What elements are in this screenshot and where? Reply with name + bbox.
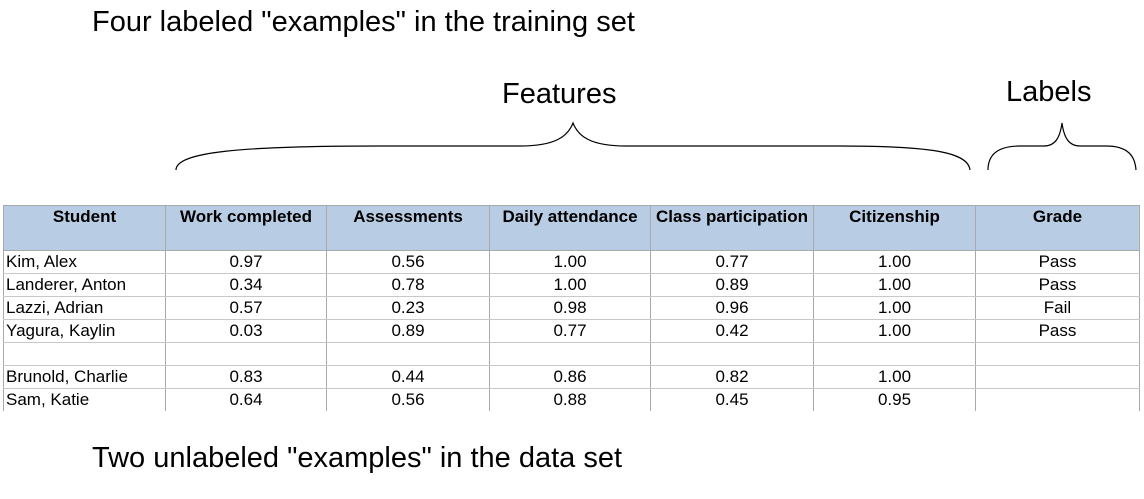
student-name-cell: Sam, Katie <box>3 388 166 411</box>
empty-cell <box>975 342 1140 366</box>
training-set-caption: Four labeled "examples" in the training … <box>92 6 635 38</box>
grade-cell: Pass <box>975 319 1140 343</box>
table-cell: 0.97 <box>165 250 327 274</box>
grade-cell: Fail <box>975 296 1140 320</box>
grade-cell <box>975 365 1140 389</box>
table-cell: 0.64 <box>165 388 327 411</box>
table-cell: 0.95 <box>813 388 976 411</box>
grade-cell: Pass <box>975 273 1140 297</box>
student-data-table: Student Work completed Assessments Daily… <box>3 205 1140 411</box>
table-cell: 0.44 <box>326 365 490 389</box>
group-braces <box>175 121 1137 171</box>
table-cell: 0.77 <box>489 319 651 343</box>
table-cell: 0.23 <box>326 296 490 320</box>
table-cell: 0.45 <box>650 388 814 411</box>
table-cell: 0.03 <box>165 319 327 343</box>
table-cell: 0.83 <box>165 365 327 389</box>
grade-cell: Pass <box>975 250 1140 274</box>
column-header: Student <box>3 205 166 251</box>
table-cell: 0.78 <box>326 273 490 297</box>
table-cell: 0.98 <box>489 296 651 320</box>
table-cell: 0.82 <box>650 365 814 389</box>
table-row: Landerer, Anton 0.34 0.78 1.00 0.89 1.00… <box>3 273 1140 297</box>
table-cell: 0.86 <box>489 365 651 389</box>
column-header: Grade <box>975 205 1140 251</box>
student-name-cell: Lazzi, Adrian <box>3 296 166 320</box>
table-cell: 0.96 <box>650 296 814 320</box>
empty-cell <box>3 342 166 366</box>
table-cell: 0.42 <box>650 319 814 343</box>
table-cell: 1.00 <box>813 319 976 343</box>
student-name-cell: Yagura, Kaylin <box>3 319 166 343</box>
table-cell: 1.00 <box>813 296 976 320</box>
labels-brace <box>987 122 1137 171</box>
table-cell: 0.57 <box>165 296 327 320</box>
spacer-row <box>3 342 1140 366</box>
features-brace <box>175 121 971 171</box>
table-row: Yagura, Kaylin 0.03 0.89 0.77 0.42 1.00 … <box>3 319 1140 343</box>
table-row: Sam, Katie 0.64 0.56 0.88 0.45 0.95 <box>3 388 1140 411</box>
labels-group-label: Labels <box>1006 76 1092 108</box>
table-cell: 0.34 <box>165 273 327 297</box>
table-row: Lazzi, Adrian 0.57 0.23 0.98 0.96 1.00 F… <box>3 296 1140 320</box>
column-header: Class participation <box>650 205 814 251</box>
student-name-cell: Brunold, Charlie <box>3 365 166 389</box>
table-cell: 1.00 <box>489 273 651 297</box>
table-cell: 0.89 <box>650 273 814 297</box>
table-row: Brunold, Charlie 0.83 0.44 0.86 0.82 1.0… <box>3 365 1140 389</box>
table-cell: 0.56 <box>326 250 490 274</box>
unlabeled-set-caption: Two unlabeled "examples" in the data set <box>92 442 623 474</box>
empty-cell <box>650 342 814 366</box>
empty-cell <box>813 342 976 366</box>
table-cell: 0.88 <box>489 388 651 411</box>
column-header: Daily attendance <box>489 205 651 251</box>
table-cell: 0.77 <box>650 250 814 274</box>
grade-cell <box>975 388 1140 411</box>
empty-cell <box>165 342 327 366</box>
table-cell: 0.89 <box>326 319 490 343</box>
table-cell: 1.00 <box>489 250 651 274</box>
column-header: Citizenship <box>813 205 976 251</box>
table-cell: 1.00 <box>813 250 976 274</box>
student-name-cell: Kim, Alex <box>3 250 166 274</box>
table-cell: 0.56 <box>326 388 490 411</box>
table-row: Kim, Alex 0.97 0.56 1.00 0.77 1.00 Pass <box>3 250 1140 274</box>
column-header: Work completed <box>165 205 327 251</box>
empty-cell <box>489 342 651 366</box>
student-name-cell: Landerer, Anton <box>3 273 166 297</box>
empty-cell <box>326 342 490 366</box>
table-header-row: Student Work completed Assessments Daily… <box>3 205 1140 251</box>
table-cell: 1.00 <box>813 273 976 297</box>
features-group-label: Features <box>502 78 617 110</box>
column-header: Assessments <box>326 205 490 251</box>
table-cell: 1.00 <box>813 365 976 389</box>
